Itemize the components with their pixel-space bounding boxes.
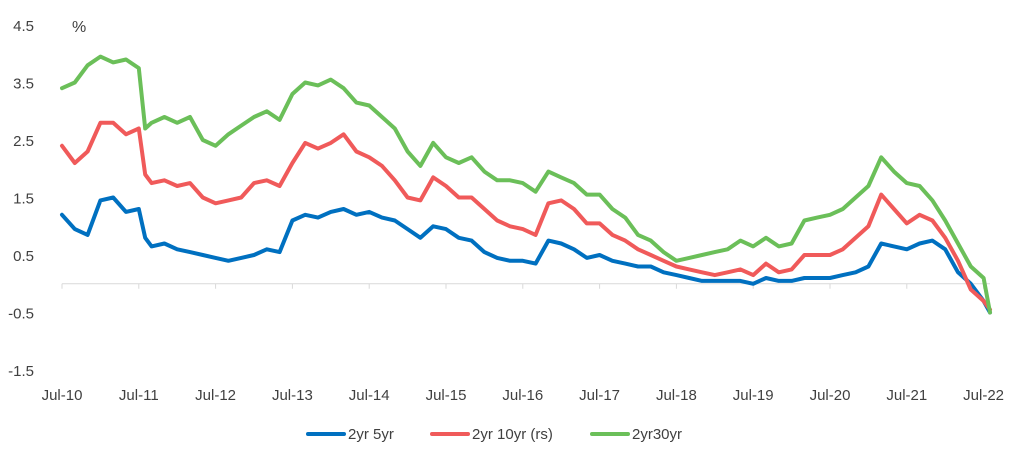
x-tick-label: Jul-12 [195, 387, 236, 404]
series-line-2yr-5yr [60, 195, 992, 315]
x-tick-label: Jul-20 [810, 387, 851, 404]
series-line-2yr-10yr-rs [60, 120, 992, 312]
y-tick-label: 4.5 [13, 18, 34, 35]
legend-label-2yr-5yr: 2yr 5yr [348, 426, 394, 443]
legend-label-2yr30yr: 2yr30yr [632, 426, 682, 443]
x-axis: Jul-10 Jul-11 Jul-12 Jul-13 Jul-14 Jul-15 Jul-… [42, 283, 1004, 404]
x-tick-label: Jul-22 [963, 387, 1004, 404]
x-tick-label: Jul-15 [426, 387, 467, 404]
y-tick-label: 0.5 [13, 248, 34, 265]
series-line-2yr30yr [60, 54, 992, 315]
y-tick-label: 3.5 [13, 76, 34, 93]
y-tick-label: 1.5 [13, 191, 34, 208]
y-tick-label: 2.5 [13, 133, 34, 150]
legend: 2yr 5yr 2yr 10yr (rs) 2yr30yr [306, 426, 682, 443]
x-tick-label: Jul-18 [656, 387, 697, 404]
x-tick-label: Jul-19 [733, 387, 774, 404]
x-tick-label: Jul-14 [349, 387, 390, 404]
legend-label-2yr-10yr-rs: 2yr 10yr (rs) [472, 426, 553, 443]
x-tick-label: Jul-13 [272, 387, 313, 404]
y-axis-label: % [72, 19, 86, 36]
x-tick-label: Jul-21 [886, 387, 927, 404]
x-tick-label: Jul-11 [119, 387, 159, 404]
x-tick-label: Jul-10 [42, 387, 83, 404]
x-tick-label: Jul-16 [502, 387, 543, 404]
series-lines [60, 54, 992, 315]
y-tick-label: -1.5 [8, 363, 34, 380]
y-tick-label: -0.5 [8, 306, 34, 323]
x-tick-label: Jul-17 [579, 387, 620, 404]
y-axis-ticks: -1.5 -0.5 0.5 1.5 2.5 3.5 4.5 [8, 18, 34, 380]
